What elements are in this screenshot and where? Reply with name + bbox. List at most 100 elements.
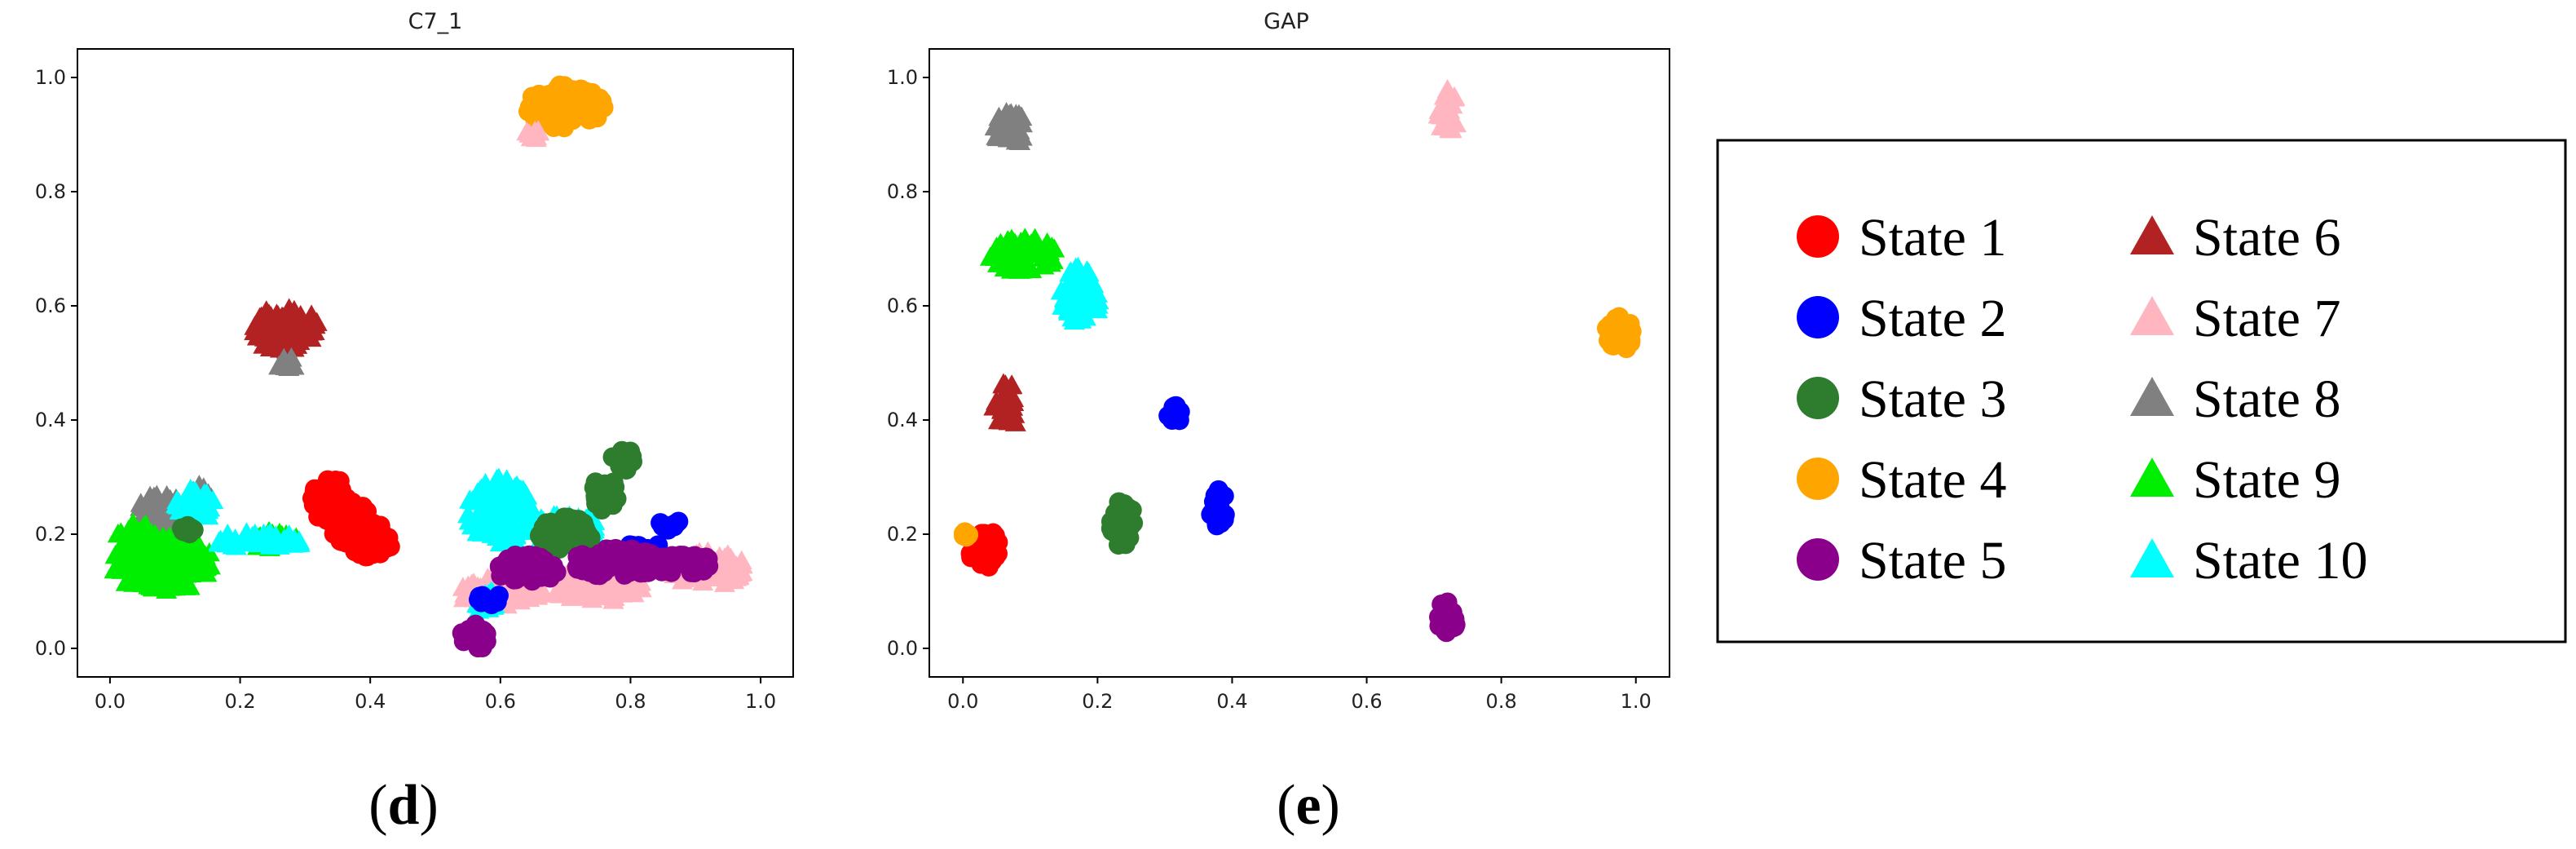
- legend-item-state-8: State 8: [2130, 369, 2340, 429]
- x-tick-label: 1.0: [745, 690, 776, 713]
- state-5-point: [694, 560, 714, 581]
- state-6-series: [983, 373, 1026, 431]
- state-6-point: [278, 298, 300, 317]
- legend-triangle-marker: [2130, 458, 2174, 497]
- scatter-marks: [954, 78, 1642, 643]
- state-10-point: [487, 467, 509, 487]
- legend-triangle-marker: [2130, 377, 2174, 416]
- state-3-point: [570, 520, 590, 540]
- legend-triangle-marker: [2130, 215, 2174, 254]
- plot-frame: [77, 48, 794, 678]
- state-9-point: [146, 554, 168, 573]
- legend-item-state-5: State 5: [1797, 531, 2006, 590]
- scatter-panel-gap: GAP 0.0 0.2 0.4 0.6 0.8 1.0 0.0 0.2 0.4 0.6 0.8 1.…: [887, 9, 1670, 837]
- state-10-point: [1052, 295, 1074, 315]
- state-2-point: [487, 592, 507, 612]
- scatter-panel-c7-1: C7_1 0.0 0.2 0.4 0.6 0.8 1.0 0.0 0.2 0.4 0.6 0.8 1…: [35, 9, 794, 837]
- state-10-point: [1064, 288, 1086, 307]
- state-7-point: [602, 590, 624, 609]
- state-4-series: [954, 307, 1642, 547]
- state-9-point: [1009, 241, 1031, 260]
- state-2-point: [660, 515, 681, 536]
- x-tick-label: 0.8: [615, 690, 646, 713]
- state-8-point: [1005, 126, 1027, 146]
- y-tick-label: 0.8: [887, 180, 918, 203]
- state-9-point: [120, 557, 142, 577]
- y-tick-label: 0.0: [887, 637, 918, 660]
- state-6-point: [246, 326, 268, 346]
- x-tick-label: 0.6: [485, 690, 516, 713]
- panel-title: GAP: [1264, 9, 1309, 34]
- state-9-point: [165, 555, 187, 574]
- state-5-point: [673, 546, 694, 566]
- state-9-series: [104, 512, 307, 599]
- legend-label: State 3: [1859, 369, 2006, 429]
- state-9-point: [1020, 233, 1042, 253]
- state-10-point: [489, 532, 511, 552]
- state-6-point: [289, 304, 311, 325]
- state-7-point: [594, 577, 616, 597]
- x-tick-label: 0.2: [224, 690, 255, 713]
- state-10-point: [180, 480, 202, 500]
- legend-label: State 6: [2193, 208, 2340, 268]
- legend-item-state-10: State 10: [2130, 531, 2367, 590]
- state-9-point: [994, 238, 1016, 259]
- legend-label: State 8: [2193, 369, 2340, 429]
- state-7-series: [1427, 78, 1467, 139]
- y-tick-label: 0.2: [887, 523, 918, 546]
- state-4-point: [554, 117, 575, 138]
- state-9-point: [194, 545, 216, 565]
- legend-circle-marker: [1797, 296, 1839, 338]
- state-10-point: [215, 527, 237, 547]
- state-10-point: [282, 533, 304, 553]
- state-3-point: [554, 508, 575, 528]
- state-9-point: [1036, 238, 1058, 258]
- state-3-series: [1101, 492, 1144, 555]
- state-9-point: [165, 544, 187, 564]
- plot-frame: [929, 48, 1670, 678]
- state-2-point: [1208, 480, 1228, 500]
- state-2-point: [470, 587, 491, 608]
- state-9-point: [135, 516, 157, 537]
- state-10-point: [493, 491, 515, 511]
- y-tick-label: 0.6: [35, 294, 66, 317]
- state-10-point: [191, 492, 213, 511]
- state-7-point: [523, 123, 545, 143]
- state-2-point: [1170, 401, 1190, 422]
- x-axis: 0.0 0.2 0.4 0.6 0.8 1.0: [95, 677, 776, 713]
- state-5-point: [580, 547, 601, 568]
- x-tick-label: 0.6: [1351, 690, 1382, 713]
- legend-label: State 1: [1859, 208, 2006, 268]
- state-9-point: [153, 568, 175, 589]
- legend-label: State 2: [1859, 289, 2006, 348]
- state-10-point: [191, 504, 213, 524]
- panel-label: (e): [1277, 774, 1340, 837]
- state-9-series: [979, 228, 1065, 279]
- y-tick-label: 1.0: [35, 66, 66, 89]
- x-tick-label: 0.2: [1082, 690, 1113, 713]
- legend: State 1 State 2 State 3 State 4 State 5 State…: [1716, 139, 2567, 643]
- state-5-series: [452, 538, 719, 658]
- legend-circle-marker: [1797, 377, 1839, 419]
- legend-circle-marker: [1797, 458, 1839, 500]
- state-9-point: [979, 246, 1001, 266]
- state-3-series: [171, 440, 643, 559]
- state-8-point: [1011, 106, 1033, 126]
- x-tick-label: 0.8: [1486, 690, 1517, 713]
- panel-letter: e: [1295, 774, 1321, 837]
- state-8-point: [280, 353, 302, 373]
- state-10-point: [236, 528, 258, 548]
- state-8-point: [146, 484, 168, 504]
- legend-circle-marker: [1797, 215, 1839, 258]
- legend-item-state-3: State 3: [1797, 369, 2006, 429]
- state-5-point: [476, 631, 496, 652]
- state-5-point: [624, 543, 645, 564]
- panel-letter: d: [388, 774, 420, 837]
- state-1-point: [345, 542, 365, 562]
- y-axis: 0.0 0.2 0.4 0.6 0.8 1.0: [35, 66, 77, 660]
- state-10-point: [253, 523, 275, 543]
- state-6-point: [269, 319, 291, 338]
- y-tick-label: 0.2: [35, 523, 66, 546]
- x-tick-label: 0.4: [355, 690, 386, 713]
- state-9-point: [180, 563, 202, 583]
